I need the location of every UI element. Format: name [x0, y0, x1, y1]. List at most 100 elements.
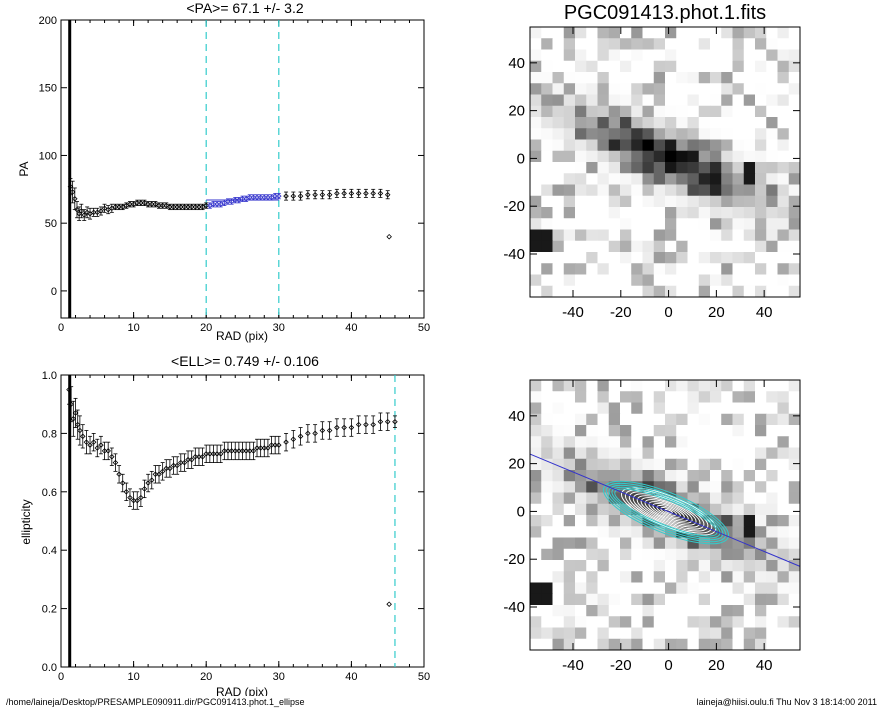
img-pixel — [552, 94, 565, 107]
img-pixel — [597, 128, 610, 140]
iso-pixel — [631, 582, 643, 595]
iso-pixel — [620, 425, 632, 437]
iso-pixel — [788, 515, 801, 527]
iso-pixel — [665, 593, 677, 606]
img-pixel — [541, 150, 553, 163]
img-pixel — [687, 27, 700, 39]
pa-data-point — [72, 196, 78, 202]
iso-pixel — [575, 492, 587, 505]
img-pixel — [755, 285, 767, 298]
pa-data-point — [297, 193, 304, 199]
iso-pixel — [698, 548, 711, 561]
iso-pixel — [608, 515, 621, 527]
ellipticity-plot-title: <ELL>= 0.749 +/- 0.106 — [171, 353, 319, 369]
iso-pixel — [642, 526, 655, 538]
img-pixel — [530, 83, 542, 95]
img-pixel — [732, 252, 745, 264]
iso-pixel — [597, 380, 610, 392]
img-pixel — [575, 117, 587, 129]
iso-pixel — [777, 470, 790, 482]
iso-pixel — [777, 605, 790, 617]
iso-pixel — [755, 571, 767, 583]
img-pixel — [687, 150, 700, 163]
img-pixel — [608, 139, 621, 152]
iso-pixel — [755, 425, 767, 437]
img-pixel — [642, 150, 655, 163]
img-pixel — [788, 38, 801, 50]
img-pixel — [552, 207, 565, 219]
iso-pixel — [552, 616, 565, 628]
img-pixel — [530, 240, 542, 253]
iso-pixel — [743, 481, 756, 493]
img-pixel — [586, 173, 598, 185]
iso-pixel — [620, 616, 632, 628]
iso-pixel — [575, 413, 587, 426]
img-pixel — [777, 195, 790, 208]
img-pixel — [743, 117, 756, 129]
iso-pixel — [620, 582, 632, 595]
ell-y-tick-label: 1.0 — [42, 370, 57, 382]
iso-pixel — [530, 492, 542, 505]
img-pixel — [653, 263, 666, 275]
iso-pixel — [755, 481, 767, 493]
iso-pixel — [766, 470, 778, 482]
iso-pixel — [642, 616, 655, 628]
iso-pixel — [755, 413, 767, 426]
img-pixel — [575, 274, 587, 287]
img-pixel — [721, 49, 733, 62]
iso-pixel — [597, 582, 610, 595]
ell-y-tick-label: 0.6 — [42, 487, 57, 499]
iso-pixel — [597, 605, 610, 617]
iso-pixel — [721, 447, 733, 460]
img-pixel — [755, 263, 767, 275]
img-pixel — [586, 218, 598, 230]
img-pixel — [788, 60, 801, 73]
iso-pixel — [563, 627, 576, 640]
img-pixel — [642, 27, 655, 39]
iso-pixel — [732, 548, 745, 561]
img-pixel — [732, 285, 745, 298]
img-pixel — [597, 38, 610, 50]
img-pixel — [597, 139, 610, 152]
iso-pixel — [642, 548, 655, 561]
img-pixel — [631, 252, 643, 264]
pa-x-tick-label: 30 — [273, 322, 285, 334]
iso-pixel — [530, 616, 542, 628]
iso-pixel — [608, 560, 621, 572]
iso-pixel — [552, 605, 565, 617]
pa-data-point — [174, 204, 180, 210]
iso-pixel — [687, 560, 700, 572]
img-pixel — [777, 27, 790, 39]
iso-pixel — [541, 436, 553, 448]
ell-x-tick-label: 50 — [418, 671, 430, 683]
img-pixel — [642, 49, 655, 62]
iso-pixel — [665, 425, 677, 437]
img-pixel — [788, 285, 801, 298]
iso-pixel — [642, 413, 655, 426]
img-pixel — [698, 218, 711, 230]
iso-pixel — [620, 402, 632, 415]
iso-pixel — [788, 593, 801, 606]
iso-pixel — [608, 548, 621, 561]
img-pixel — [687, 240, 700, 253]
img-pixel — [631, 38, 643, 50]
img-pixel — [563, 285, 576, 298]
img-pixel — [766, 274, 778, 287]
img-pixel — [710, 83, 722, 95]
iso-pixel — [676, 560, 688, 572]
img-pixel — [777, 218, 790, 230]
img-pixel — [552, 60, 565, 73]
img-pixel — [631, 229, 643, 242]
img-pixel — [777, 139, 790, 152]
pa-series-1 — [207, 192, 282, 209]
img-pixel — [721, 128, 733, 140]
iso-pixel — [721, 391, 733, 403]
pa-axes-frame — [60, 19, 425, 319]
img-pixel — [563, 83, 576, 95]
img-pixel — [541, 274, 553, 287]
img-pixel — [777, 94, 790, 107]
img-pixel — [721, 240, 733, 253]
iso-pixel — [552, 503, 565, 516]
iso-pixel — [665, 470, 677, 482]
ell-x-tick-label: 10 — [127, 671, 139, 683]
